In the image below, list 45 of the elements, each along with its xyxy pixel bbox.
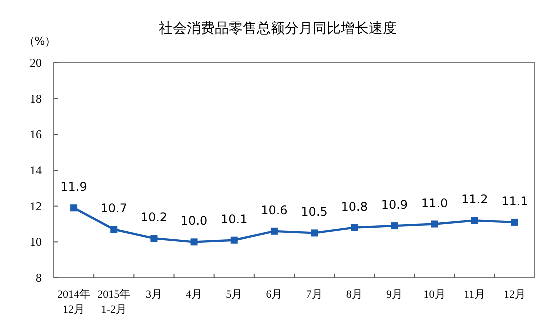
point xyxy=(270,228,278,235)
data-label: 11.2 xyxy=(462,192,488,207)
point xyxy=(70,204,78,212)
point xyxy=(230,236,238,244)
data-label: 10.5 xyxy=(301,205,328,220)
data-label: 10.6 xyxy=(261,203,288,218)
data-label: 11.9 xyxy=(60,180,88,194)
point xyxy=(190,238,198,246)
chart-title: 社会消费品零售总额分月同比增长速度 xyxy=(159,21,397,37)
data-label: 10.2 xyxy=(140,210,168,225)
point xyxy=(351,224,358,232)
y-tick-label: 8 xyxy=(36,271,42,285)
point xyxy=(311,230,318,237)
data-label: 10.1 xyxy=(221,212,248,226)
x-tick-label: 9月 xyxy=(386,289,403,301)
data-label: 11.0 xyxy=(421,196,448,210)
y-tick-label: 16 xyxy=(30,128,42,142)
x-tick-label: 11月 xyxy=(464,289,486,301)
x-tick-label: 6月 xyxy=(266,289,283,301)
x-tick-label: 12月 xyxy=(504,289,526,301)
x-tick-label: 4月 xyxy=(186,289,203,301)
y-tick-label: 10 xyxy=(30,235,42,250)
x-tick-label: 3月 xyxy=(146,289,162,301)
data-label: 10.0 xyxy=(180,214,208,228)
y-tick-label: 12 xyxy=(30,199,42,214)
point xyxy=(110,226,118,234)
data-label: 10.9 xyxy=(381,198,408,212)
data-label: 10.8 xyxy=(341,200,368,214)
x-tick-label: 2014年 12月 xyxy=(58,289,91,316)
x-tick-label: 8月 xyxy=(346,289,363,301)
y-tick-label: 20 xyxy=(30,56,42,70)
point xyxy=(471,217,478,224)
point xyxy=(511,218,518,226)
point xyxy=(431,220,438,228)
x-tick-label: 7月 xyxy=(306,289,323,301)
x-tick-label: 10月 xyxy=(424,289,446,301)
y-tick-label: 18 xyxy=(30,92,42,106)
point xyxy=(150,235,158,242)
y-axis-title: （%） xyxy=(24,35,56,48)
data-label: 10.7 xyxy=(100,202,128,216)
y-tick-label: 14 xyxy=(30,164,42,178)
x-tick-label: 2015年 1-2月 xyxy=(98,289,131,316)
point xyxy=(391,222,398,230)
data-label: 11.1 xyxy=(502,194,528,208)
x-tick-label: 5月 xyxy=(226,289,243,301)
